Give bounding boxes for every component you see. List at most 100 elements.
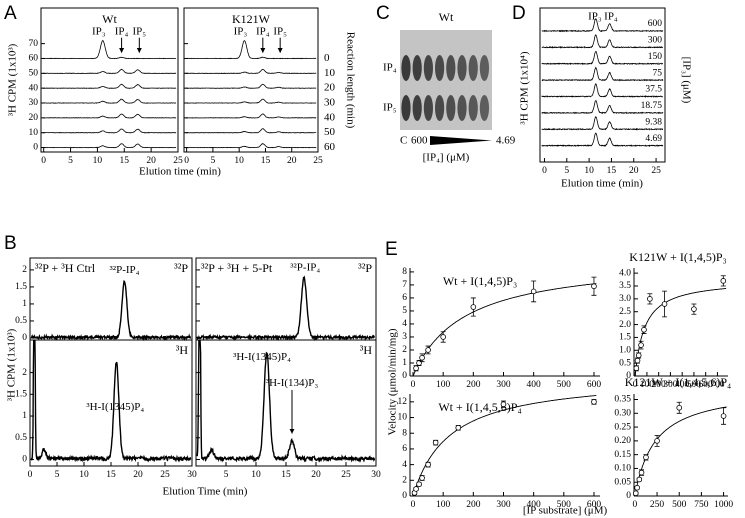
data-point <box>635 352 642 359</box>
plot-title: ³²P + ³H + 5-Pt <box>201 261 273 275</box>
y-tick-label: 8 <box>402 428 407 438</box>
y-tick-label: 0 <box>33 143 38 153</box>
reaction-length: 20 <box>324 82 336 94</box>
x-tick-label: 250 <box>650 500 665 510</box>
trace <box>541 100 664 115</box>
x-tick-label: 5 <box>68 156 73 166</box>
peak-label: IP₅ <box>133 25 147 37</box>
y-tick-label: 0 <box>626 371 631 381</box>
y-tick-label: 2.0 <box>619 320 631 330</box>
data-point <box>591 399 597 405</box>
y-tick-label: 0.35 <box>614 395 631 405</box>
y-tick-label: 4.0 <box>619 268 631 278</box>
gel-band <box>468 55 478 81</box>
trace <box>196 275 376 342</box>
x-tick-label: 750 <box>694 500 709 510</box>
trace <box>541 115 664 131</box>
x-tick-label: 500 <box>672 500 687 510</box>
gel-band <box>457 95 467 121</box>
panel-letter: E <box>385 239 398 260</box>
y-tick-label: 0.5 <box>619 358 631 368</box>
x-tick-label: 500 <box>557 500 572 510</box>
x-tick-label: 700 <box>710 380 725 390</box>
y-axis-label: ³H CPM (1x10⁴) <box>519 51 531 124</box>
concentration-label: 150 <box>648 52 663 62</box>
gel-band <box>435 95 445 121</box>
data-point <box>638 469 645 476</box>
x-tick-label: 5 <box>55 470 60 480</box>
x-tick-label: 600 <box>699 380 714 390</box>
panel-letter: D <box>512 3 526 24</box>
data-point <box>413 486 419 492</box>
data-point <box>440 334 446 340</box>
x-tick-label: 600 <box>587 380 602 390</box>
y-tick-label: 50 <box>29 69 39 79</box>
y-tick-label: 0.20 <box>614 436 631 446</box>
y-tick-label: 0 <box>402 371 407 381</box>
gel-band <box>412 55 422 81</box>
plot-frame <box>539 7 666 163</box>
data-point <box>425 461 431 468</box>
x-tick-label: 25 <box>160 470 170 480</box>
data-point <box>416 481 422 488</box>
trace <box>185 142 317 149</box>
x-tick-label: 400 <box>527 380 542 390</box>
gel-band <box>457 55 467 81</box>
panel-letter: C <box>376 3 390 24</box>
y-tick-label: 2 <box>402 475 407 485</box>
y-tick-label: 1.0 <box>619 345 631 355</box>
y-tick-label: 30 <box>29 98 39 108</box>
data-point <box>691 306 697 312</box>
x-tick-label: 10 <box>584 166 594 176</box>
data-point <box>633 365 640 372</box>
x-tick-label: 15 <box>607 166 617 176</box>
trace <box>541 18 664 33</box>
y-tick-label: 0.5 <box>15 316 27 326</box>
x-tick-label: 0 <box>41 156 46 166</box>
data-point <box>455 424 462 431</box>
y-tick-label: 0.05 <box>614 477 631 487</box>
trace <box>42 143 177 149</box>
trace <box>42 40 177 60</box>
x-tick-label: 15 <box>261 156 271 166</box>
trace <box>541 66 664 82</box>
trace <box>185 98 317 104</box>
x-tick-label: 15 <box>281 470 291 480</box>
trace <box>30 279 192 342</box>
y-tick-label: 8 <box>402 267 407 277</box>
data-point <box>654 438 660 444</box>
y-tick-label: 6 <box>402 293 407 303</box>
x-tick-label: 100 <box>436 500 451 510</box>
gel-band <box>446 55 456 81</box>
right-axis-label: Reaction length (min) <box>344 32 356 129</box>
peak-label: IP₃ <box>234 25 248 37</box>
gel-band <box>479 95 489 121</box>
x-tick-label: 15 <box>106 470 116 480</box>
reaction-length: 30 <box>324 97 336 109</box>
x-tick-label: 100 <box>640 380 655 390</box>
channel-label: ³²P <box>358 261 372 275</box>
channel-label: ³H <box>360 343 373 357</box>
y-tick-label: 0 <box>626 491 631 501</box>
trace <box>541 132 664 147</box>
channel-label: ³H <box>176 343 189 357</box>
y-tick-label: 6 <box>402 444 407 454</box>
peak-label: IP₄ <box>115 25 129 37</box>
gel-row-label: IP₅ <box>383 102 397 114</box>
concentration-label: 75 <box>653 68 663 78</box>
gel-band <box>435 55 445 81</box>
y-tick-label: 60 <box>29 54 39 64</box>
concentration-label: 18.75 <box>641 101 663 111</box>
reaction-length: 40 <box>324 111 336 123</box>
peak-annotation: ³²P-IP₄ <box>110 264 140 276</box>
x-tick-label: 0 <box>633 500 638 510</box>
y-tick-label: 1.5 <box>619 333 631 343</box>
channel-label: ³²P <box>174 261 188 275</box>
panel-letter: A <box>4 3 17 24</box>
trace <box>42 128 177 134</box>
fit-curve <box>634 406 727 497</box>
y-tick-label: 0 <box>22 333 27 343</box>
x-tick-label: 400 <box>675 380 690 390</box>
peak-annotation: ³²P-IP₄ <box>290 262 320 274</box>
x-tick-label: 25 <box>651 166 661 176</box>
